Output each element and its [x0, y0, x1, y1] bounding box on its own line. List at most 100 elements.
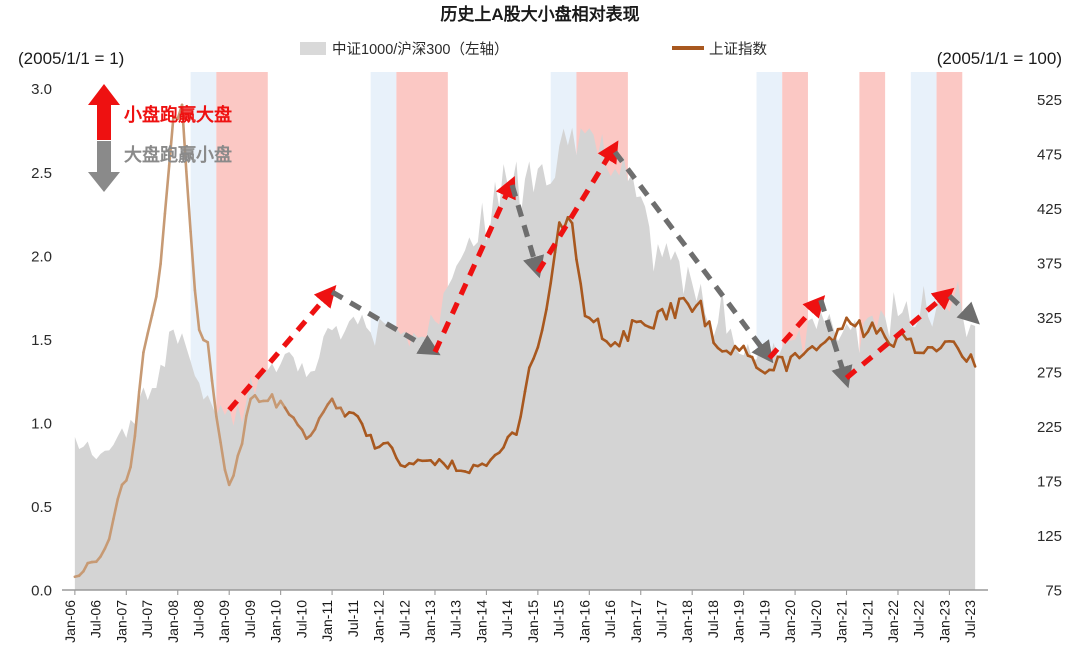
- line-segment: [549, 251, 557, 285]
- line-segment: [686, 302, 694, 313]
- line-segment: [515, 415, 523, 436]
- x-tick-label: Jul-20: [808, 600, 824, 638]
- line-segment: [969, 353, 977, 368]
- line-segment: [163, 164, 171, 216]
- line-segment: [322, 403, 330, 414]
- line-segment: [116, 483, 124, 501]
- line-segment: [879, 327, 887, 339]
- line-segment: [742, 344, 750, 357]
- line-segment: [519, 390, 527, 418]
- y-axis-right-labels: 525 475 425 375 325 275 225 175 125 75: [1037, 92, 1062, 600]
- x-tick-label: Jan-17: [628, 600, 644, 643]
- line-segment: [356, 415, 364, 426]
- line-segment: [270, 393, 278, 409]
- line-segment: [840, 316, 848, 330]
- x-tick-label: Jan-19: [731, 600, 747, 643]
- line-segment: [103, 537, 111, 550]
- line-segment: [180, 103, 188, 173]
- x-tick-label: Jan-18: [679, 600, 695, 643]
- left-axis-note: (2005/1/1 = 1): [18, 49, 124, 68]
- line-segment: [527, 357, 535, 369]
- line-segment: [125, 465, 132, 482]
- x-tick-label: Jul-15: [551, 600, 567, 638]
- line-segment: [523, 366, 531, 393]
- trend-arrow-down: [612, 150, 774, 364]
- x-tick-label: Jan-13: [422, 600, 438, 643]
- y-left-tick-label: 3.0: [31, 81, 52, 98]
- y-right-tick-label: 325: [1037, 310, 1062, 327]
- line-segment: [227, 474, 235, 487]
- trend-arrow-down: [509, 184, 545, 279]
- y-right-tick-label: 225: [1037, 419, 1062, 436]
- annotation-small-outperform: 小盘跑赢大盘: [88, 84, 232, 140]
- x-tick-label: Jan-08: [165, 600, 181, 643]
- line-segment: [952, 340, 960, 350]
- y-left-tick-label: 2.0: [31, 248, 52, 265]
- line-segment: [502, 435, 510, 449]
- x-tick-label: Jul-09: [242, 600, 258, 638]
- line-segment: [545, 281, 553, 311]
- arrow-down-icon: [88, 141, 120, 192]
- x-tick-label: Jan-06: [62, 600, 78, 643]
- annotation-up-label: 小盘跑赢大盘: [124, 104, 232, 125]
- line-segment: [150, 295, 158, 317]
- line-segment: [626, 319, 634, 343]
- area-path: [74, 127, 976, 590]
- y-right-tick-label: 375: [1037, 255, 1062, 272]
- x-tick-label: Jan-10: [268, 600, 284, 643]
- x-tick-label: Jul-16: [602, 600, 618, 638]
- line-segment: [909, 337, 917, 355]
- line-segment: [339, 406, 347, 418]
- line-segment: [189, 230, 197, 292]
- x-tick-label: Jul-23: [962, 600, 978, 638]
- line-segment: [245, 397, 252, 418]
- right-axis-note: (2005/1/1 = 100): [937, 49, 1062, 68]
- y-right-tick-label: 125: [1037, 528, 1062, 545]
- line-segment: [313, 417, 321, 431]
- x-tick-label: Jan-09: [216, 600, 232, 643]
- x-tick-label: Jul-10: [293, 600, 309, 638]
- line-segment: [652, 310, 660, 330]
- line-segment: [167, 115, 175, 168]
- x-tick-label: Jul-07: [139, 600, 155, 638]
- line-segment: [112, 497, 120, 521]
- line-segment: [570, 221, 578, 261]
- line-segment: [283, 406, 291, 416]
- trend-arrow-down: [947, 294, 980, 325]
- trend-arrow-up: [767, 295, 826, 360]
- x-tick-label: Jan-16: [576, 600, 592, 643]
- line-segment: [159, 212, 167, 266]
- line-segment: [883, 335, 891, 346]
- y-axis-left-labels: 3.0 2.5 2.0 1.5 1.0 0.5 0.0: [31, 81, 52, 599]
- line-segment: [107, 517, 115, 541]
- series-line-shanghai-composite: [73, 103, 977, 579]
- line-segment: [575, 258, 583, 286]
- x-axis-ticks: Jan-06 Jul-06 Jan-07 Jul-07 Jan-08 Jul-08 Jan-…: [62, 590, 978, 643]
- line-segment: [137, 351, 145, 394]
- line-segment: [185, 169, 192, 233]
- line-segment: [579, 282, 587, 318]
- line-segment: [772, 355, 780, 372]
- y-right-tick-label: 525: [1037, 92, 1062, 109]
- line-segment: [536, 329, 544, 349]
- line-segment: [360, 422, 368, 438]
- legend-label-area: 中证1000/沪深300（左轴）: [332, 41, 508, 58]
- x-tick-label: Jul-22: [911, 600, 927, 638]
- line-segment: [219, 441, 227, 472]
- x-tick-label: Jul-13: [448, 600, 464, 638]
- line-segment: [450, 459, 458, 473]
- line-segment: [300, 428, 308, 440]
- line-segment: [210, 379, 218, 418]
- line-segment: [729, 344, 737, 356]
- line-segment: [146, 314, 154, 335]
- area-swatch-icon: [300, 42, 326, 55]
- line-segment: [708, 320, 715, 345]
- line-segment: [780, 355, 788, 373]
- x-tick-label: Jul-11: [345, 600, 361, 637]
- line-segment: [133, 390, 141, 438]
- line-segment: [129, 434, 137, 469]
- line-segment: [193, 288, 201, 332]
- y-right-tick-label: 75: [1045, 583, 1062, 600]
- x-tick-label: Jan-14: [473, 600, 489, 643]
